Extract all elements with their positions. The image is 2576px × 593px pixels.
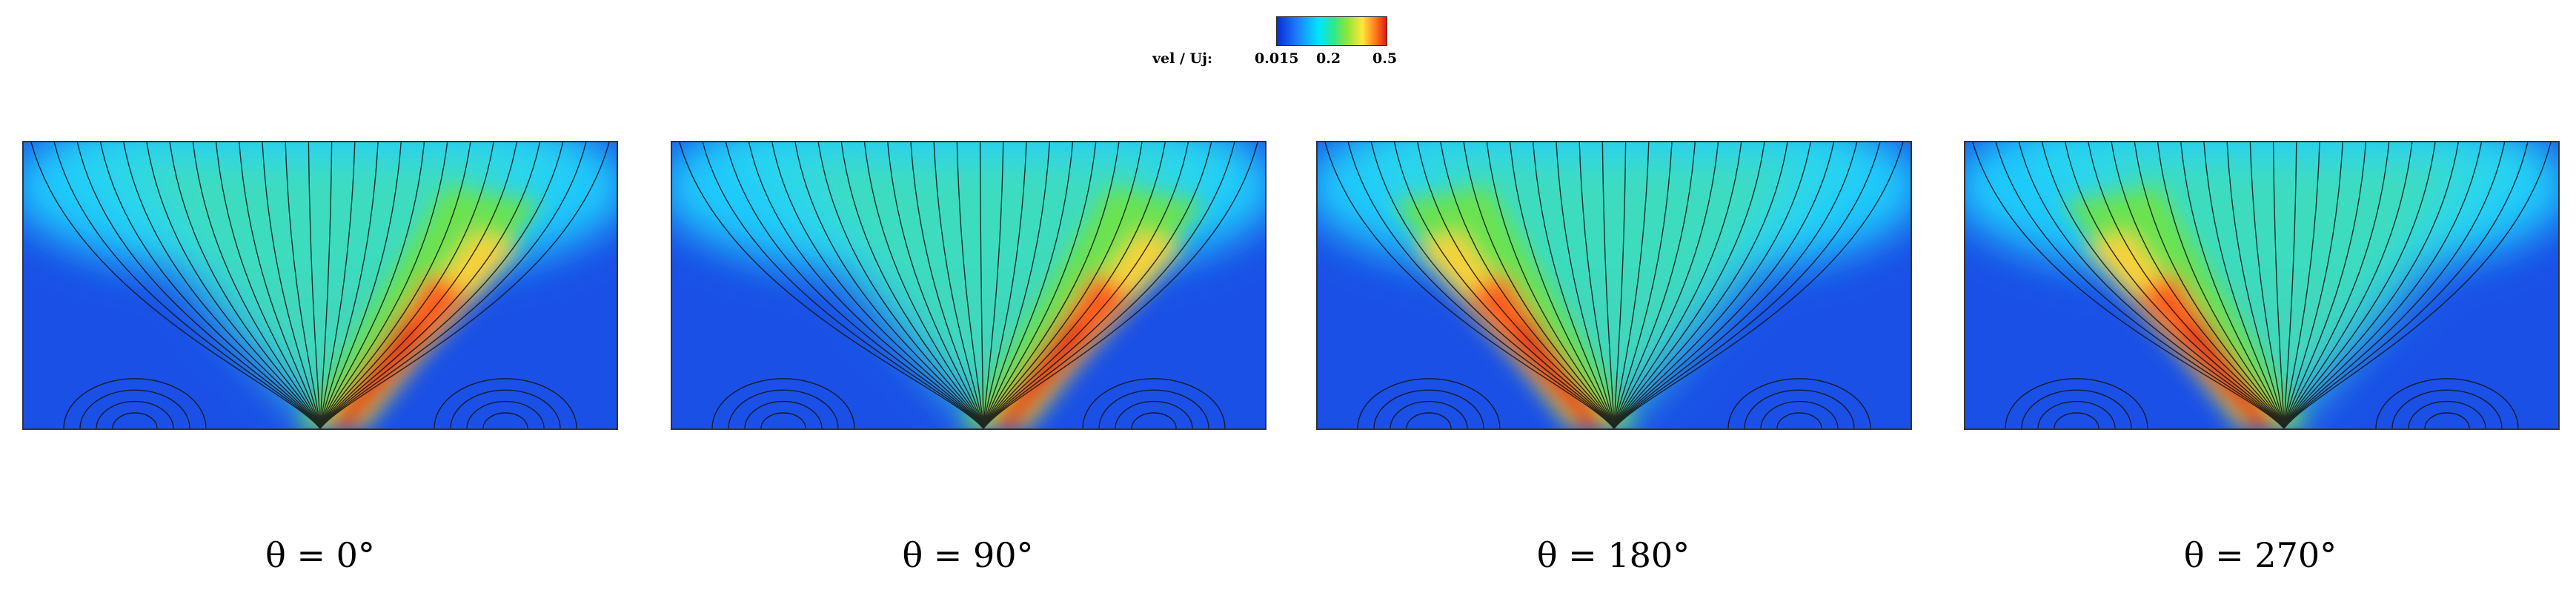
colorbar-tick-mid: 0.2 [1316, 50, 1341, 67]
caption-theta-0: θ = 0° [265, 535, 375, 575]
caption-theta-180: θ = 180° [1536, 535, 1690, 575]
caption-theta-90: θ = 90° [902, 535, 1034, 575]
flow-field-panel-0 [22, 141, 618, 430]
flow-field-panel-270 [1964, 141, 2560, 430]
flow-field-panel-180 [1316, 141, 1912, 430]
colorbar-tick-max: 0.5 [1372, 50, 1398, 67]
colorbar-label: vel / Uj: [1152, 50, 1212, 67]
colorbar [1276, 16, 1387, 46]
caption-theta-270: θ = 270° [2183, 535, 2337, 575]
flow-field-panel-90 [671, 141, 1267, 430]
colorbar-tick-min: 0.015 [1255, 50, 1299, 67]
